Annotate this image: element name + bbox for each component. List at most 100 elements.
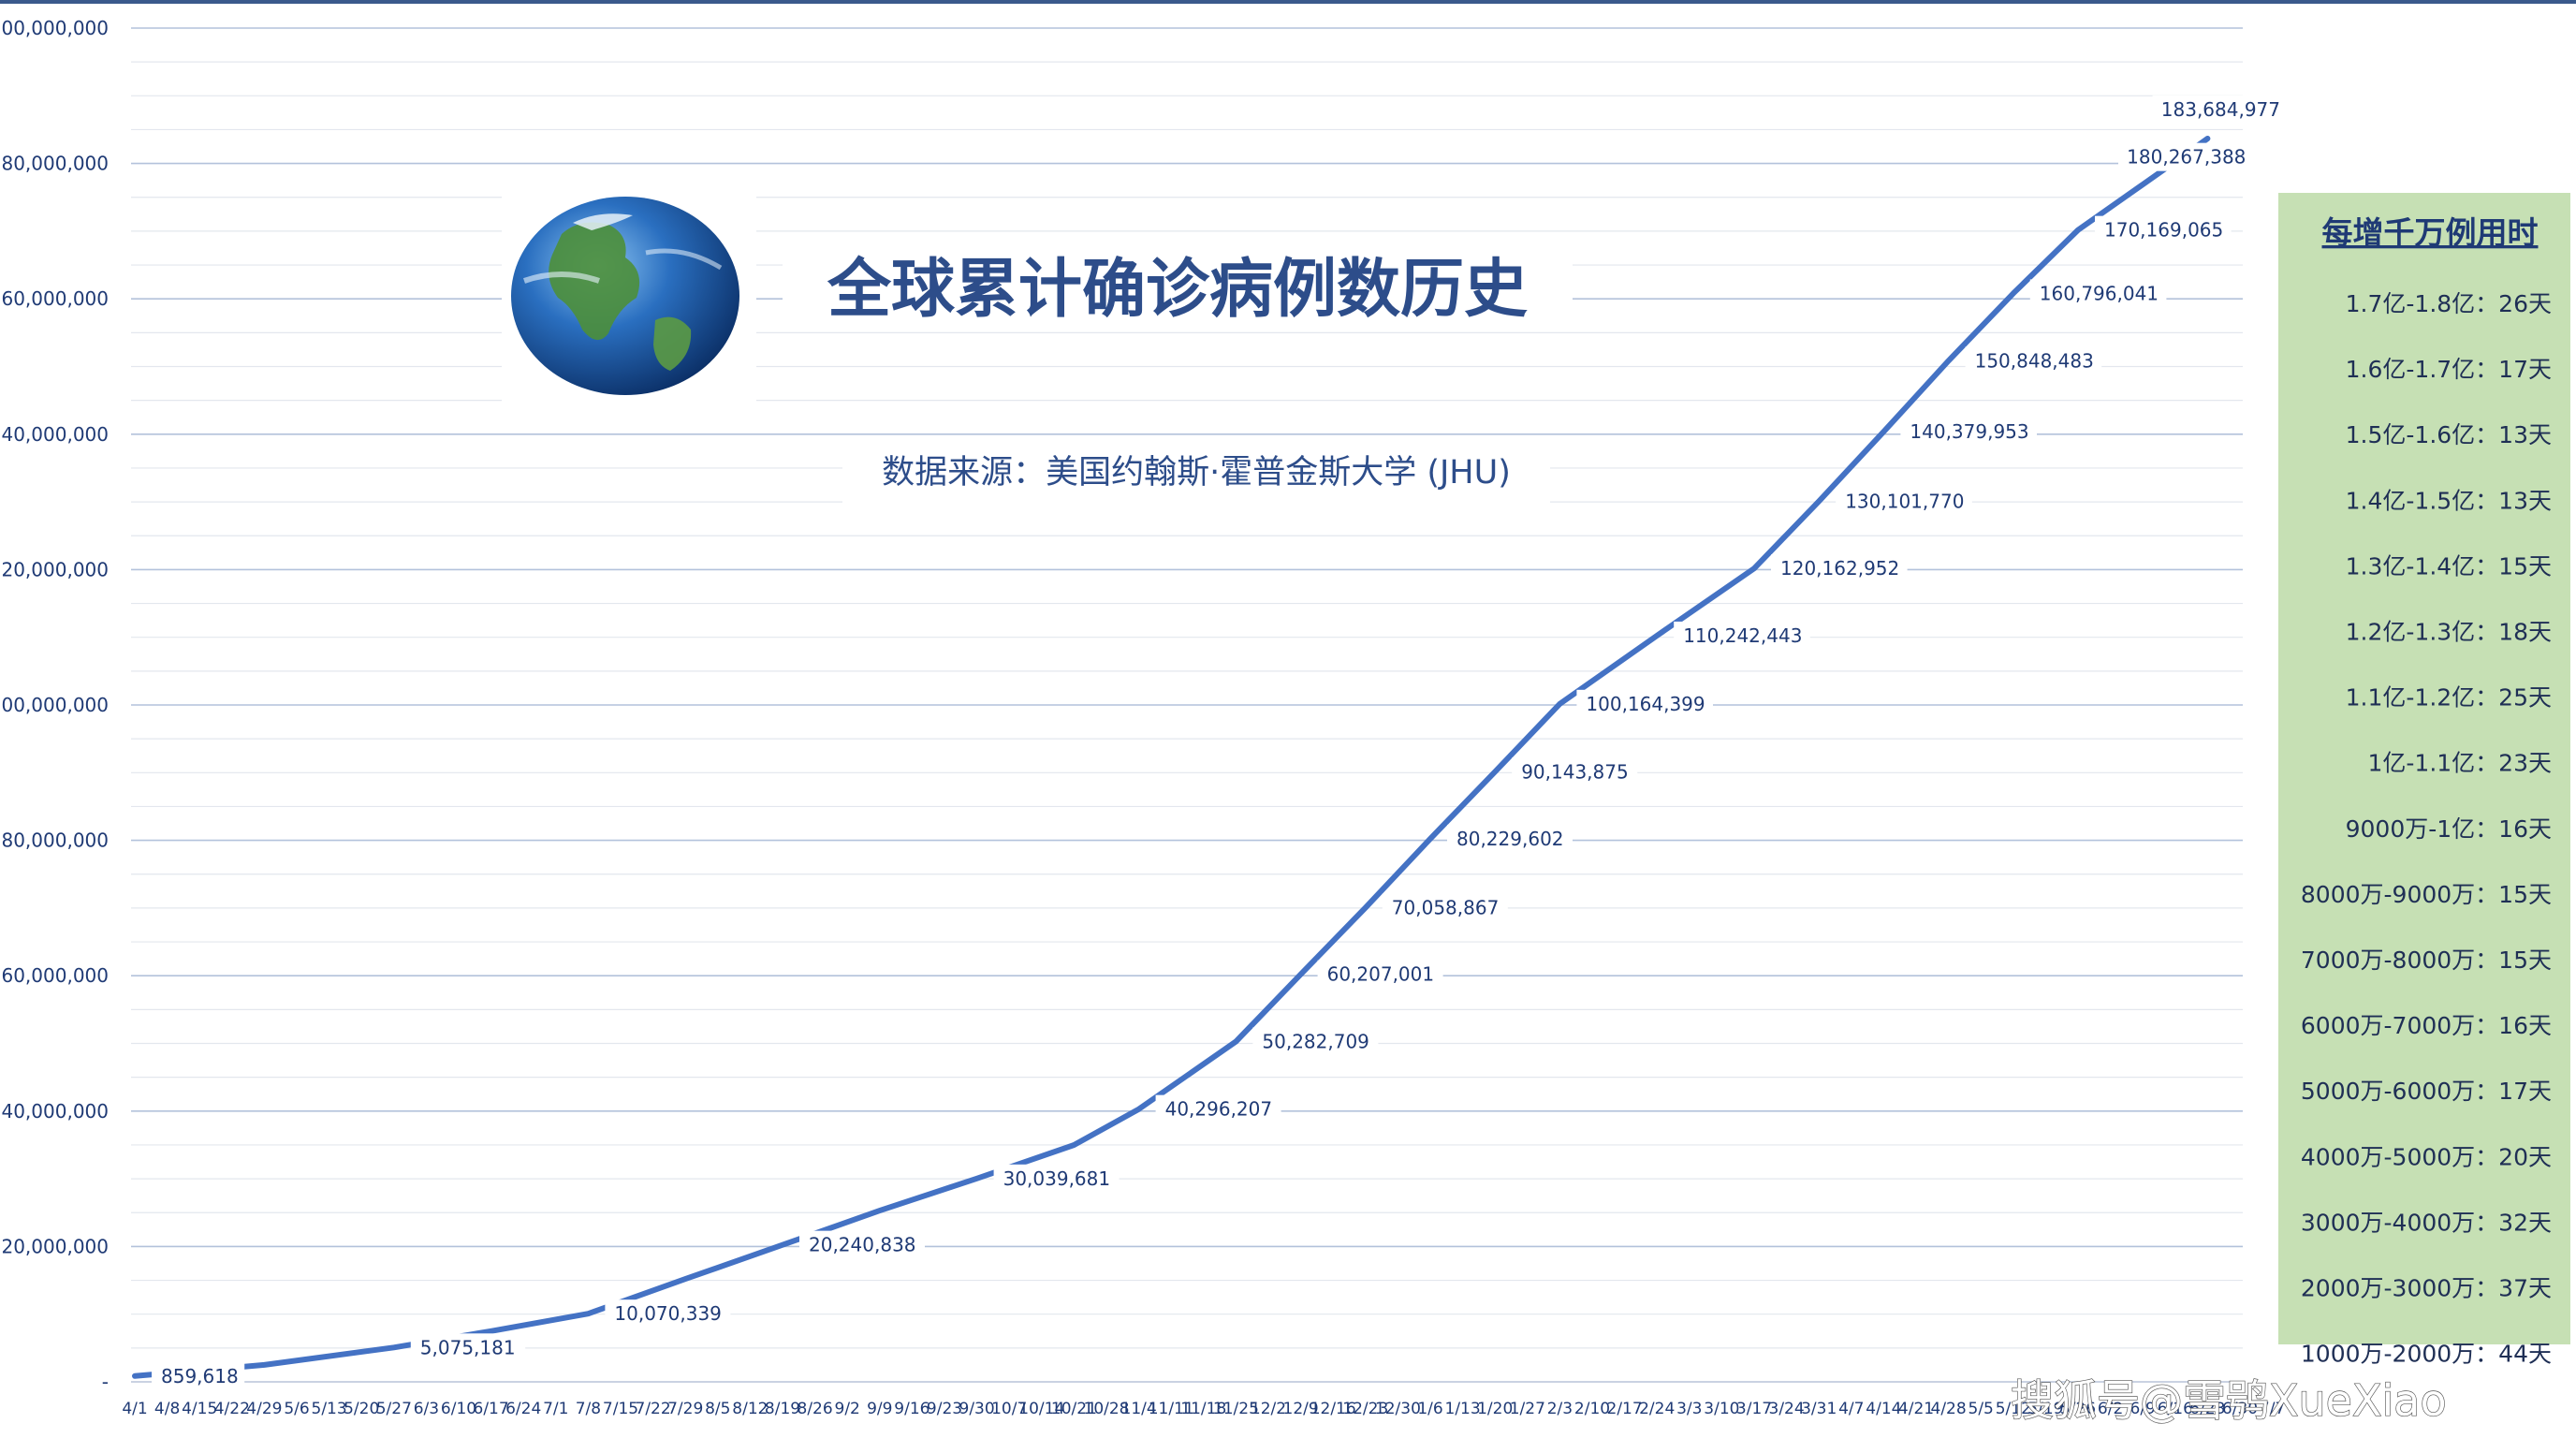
data-labels: 859,618 5,075,181 10,070,339 20,240,838 30,0…: [152, 95, 2290, 1390]
chart-subtitle: 数据来源：美国约翰斯·霍普金斯大学 (JHU): [882, 454, 1511, 492]
data-label-background: [2095, 215, 2232, 244]
data-label-background: [1900, 418, 2037, 447]
series-line: [132, 136, 2211, 1379]
x-tick-label: 10/7: [991, 1400, 1027, 1418]
x-tick-label: 10/28: [1084, 1400, 1130, 1418]
side-panel-row: 1.6亿-1.7亿：17天: [2346, 356, 2552, 383]
x-tick-label: 7/22: [636, 1400, 671, 1418]
side-panel-row: 4000万-5000万：20天: [2301, 1143, 2552, 1170]
data-label: 183,684,977: [2161, 98, 2280, 121]
y-tick-label: 40,000,000: [1, 1100, 109, 1123]
x-tick-label: 2/3: [1547, 1400, 1573, 1418]
x-tick-label: 4/29: [246, 1400, 282, 1418]
data-label: 110,242,443: [1683, 624, 1802, 647]
x-tick-label: 6/3: [414, 1400, 439, 1418]
x-tick-label: 11/4: [1121, 1400, 1157, 1418]
data-label-background: [1771, 554, 1908, 583]
y-tick-label: 100,000,000: [0, 694, 109, 716]
data-label-background: [2029, 279, 2167, 308]
data-label-background: [1836, 487, 1972, 516]
side-panel-row: 1.7亿-1.8亿：26天: [2346, 290, 2552, 317]
x-tick-label: 3/24: [1769, 1400, 1805, 1418]
y-tick-label: 140,000,000: [0, 423, 109, 446]
x-tick-label: 7/1: [543, 1400, 568, 1418]
x-tick-label: 6/30: [2222, 1400, 2258, 1418]
x-tick-label: 2/24: [1639, 1400, 1675, 1418]
side-panel-row: 1.5亿-1.6亿：13天: [2346, 421, 2552, 448]
x-tick-label: 4/1: [122, 1400, 147, 1418]
x-tick-label: 4/22: [214, 1400, 250, 1418]
x-tick-label: 6/10: [441, 1400, 476, 1418]
x-tick-label: 6/24: [505, 1400, 541, 1418]
side-panel-row: 1.3亿-1.4亿：15天: [2346, 552, 2552, 580]
data-label: 50,282,709: [1262, 1030, 1369, 1052]
data-label: 5,075,181: [420, 1336, 516, 1358]
x-tick-label: 5/26: [2060, 1400, 2096, 1418]
x-tick-label: 12/16: [1310, 1400, 1356, 1418]
data-label-background: [2152, 95, 2290, 124]
x-tick-label: 12/30: [1375, 1400, 1421, 1418]
data-label: 60,207,001: [1327, 963, 1435, 986]
x-tick-label: 12/2: [1251, 1400, 1286, 1418]
x-tick-label: 6/9: [2130, 1400, 2156, 1418]
x-tick-label: 9/23: [927, 1400, 962, 1418]
data-label-background: [2118, 142, 2255, 171]
x-tick-label: 4/14: [1866, 1400, 1901, 1418]
data-label: 120,162,952: [1780, 557, 1899, 580]
x-tick-label: 6/23: [2189, 1400, 2225, 1418]
side-panel-row: 1.2亿-1.3亿：18天: [2346, 619, 2552, 646]
data-label: 859,618: [161, 1365, 239, 1387]
side-panel-row: 2000万-3000万：37天: [2301, 1275, 2552, 1302]
x-tick-label: 4/7: [1838, 1400, 1864, 1418]
title-background: [783, 232, 1573, 326]
x-tick-label: 11/25: [1213, 1400, 1259, 1418]
y-tick-label: 120,000,000: [0, 558, 109, 580]
x-tick-label: 1/13: [1445, 1400, 1481, 1418]
y-tick-label: 20,000,000: [1, 1235, 109, 1257]
x-tick-label: 8/5: [705, 1400, 730, 1418]
y-tick-label: 180,000,000: [0, 153, 109, 175]
side-panel-row: 9000万-1亿：16天: [2346, 815, 2552, 843]
data-label-background: [1447, 824, 1573, 853]
x-tick-label: 6/16: [2158, 1400, 2193, 1418]
x-tick-label: 8/26: [798, 1400, 833, 1418]
x-tick-label: 5/27: [376, 1400, 412, 1418]
data-label: 180,267,388: [2127, 146, 2246, 169]
y-tick-label: -: [102, 1371, 109, 1393]
x-tick-label: 3/17: [1736, 1400, 1772, 1418]
data-label: 30,039,681: [1003, 1167, 1111, 1190]
subtitle-background: [842, 438, 1550, 509]
x-tick-label: 4/15: [182, 1400, 217, 1418]
x-tick-label: 10/21: [1051, 1400, 1097, 1418]
side-panel-row: 6000万-7000万：16天: [2301, 1012, 2552, 1039]
x-tick-label: 1/20: [1477, 1400, 1513, 1418]
side-panel-row: 8000万-9000万：15天: [2301, 881, 2552, 908]
data-label-background: [1512, 757, 1638, 786]
side-panel-background: [2278, 193, 2570, 1344]
x-tick-label: 12/9: [1283, 1400, 1319, 1418]
x-tick-label: 4/28: [1931, 1400, 1967, 1418]
x-tick-label: 5/6: [284, 1400, 309, 1418]
data-label-background: [410, 1333, 526, 1362]
x-tick-label: 5/13: [312, 1400, 347, 1418]
data-label: 40,296,207: [1165, 1098, 1273, 1121]
data-label: 80,229,602: [1456, 828, 1564, 850]
globe-icon: [511, 197, 739, 395]
x-tick-label: 11/11: [1149, 1400, 1194, 1418]
data-label-background: [152, 1361, 245, 1390]
x-tick-label: 8/12: [732, 1400, 768, 1418]
data-label: 150,848,483: [1975, 349, 2094, 372]
data-label: 100,164,399: [1586, 693, 1705, 715]
side-panel-row: 1.4亿-1.5亿：13天: [2346, 487, 2552, 514]
x-tick-label: 1/27: [1510, 1400, 1545, 1418]
data-label-background: [993, 1164, 1120, 1193]
side-panel-row: 1亿-1.1亿：23天: [2368, 750, 2553, 777]
x-tick-label: 4/21: [1898, 1400, 1934, 1418]
x-tick-label: 3/31: [1801, 1400, 1837, 1418]
x-tick-label: 7/29: [667, 1400, 703, 1418]
y-tick-label: 160,000,000: [0, 287, 109, 310]
data-label: 140,379,953: [1910, 420, 2028, 443]
x-tick-label: 6/2: [2098, 1400, 2123, 1418]
x-tick-label: 10/14: [1018, 1400, 1064, 1418]
